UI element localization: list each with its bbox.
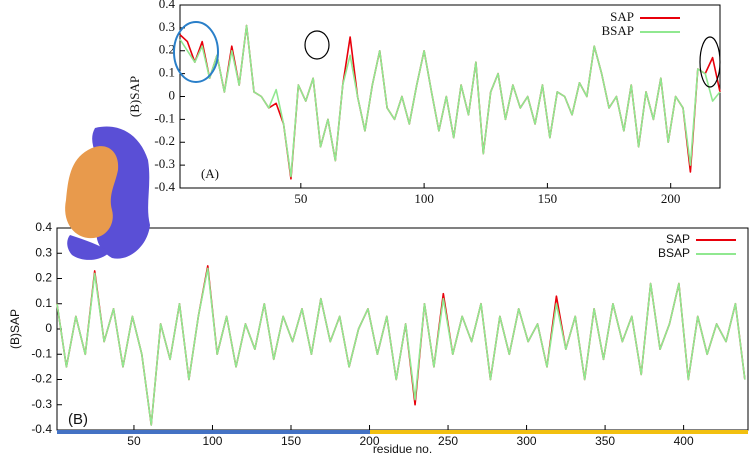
series-line xyxy=(56,267,746,426)
ylabel: (B)SAP xyxy=(8,309,22,349)
y-tick-label: -0.2 xyxy=(31,372,52,386)
y-tick-label: -0.3 xyxy=(154,156,175,171)
panel: -0.4 -0.3 -0.2 -0.1 0 0.1 0.2 0.3 0.4 50 100 150 200… xyxy=(127,0,721,206)
y-tick-label: 0 xyxy=(169,87,176,102)
panel-label: (A) xyxy=(201,166,219,181)
x-tick-label: 50 xyxy=(294,191,307,206)
y-tick-label: 0.4 xyxy=(35,220,52,234)
y-tick-label: -0.1 xyxy=(31,346,52,360)
series-line xyxy=(179,24,721,180)
x-tick-label: 100 xyxy=(414,191,434,206)
x-tick-label: 150 xyxy=(281,434,301,448)
y-tick-label: -0.4 xyxy=(31,422,52,436)
series-line xyxy=(179,24,721,178)
y-tick-label: 0.3 xyxy=(159,19,175,34)
legend-label: SAP xyxy=(610,9,634,24)
highlight-circle xyxy=(304,30,330,60)
x-tick-label: 300 xyxy=(517,434,537,448)
x-tick-label: 50 xyxy=(127,434,141,448)
chain-bar-heavy xyxy=(57,430,370,434)
y-tick-label: 0 xyxy=(45,321,52,335)
x-tick-label: 250 xyxy=(438,434,458,448)
y-tick-label: -0.3 xyxy=(31,397,52,411)
x-tick-label: 100 xyxy=(202,434,222,448)
ylabel: (B)SAP xyxy=(127,76,142,117)
x-tick-label: 400 xyxy=(674,434,694,448)
y-tick-label: -0.4 xyxy=(154,179,175,194)
y-tick-label: 0.1 xyxy=(159,65,175,80)
x-tick-label: 200 xyxy=(360,434,380,448)
xlabel: residue no. xyxy=(373,442,432,456)
legend-label: SAP xyxy=(666,232,690,246)
legend-label: BSAP xyxy=(601,23,634,38)
panel-label: (B) xyxy=(68,411,88,428)
highlight-circle xyxy=(173,21,219,83)
y-tick-label: 0.1 xyxy=(35,296,52,310)
highlight-circle xyxy=(699,36,721,88)
x-tick-label: 200 xyxy=(661,191,681,206)
legend-label: BSAP xyxy=(658,246,690,260)
x-tick-label: 150 xyxy=(538,191,558,206)
series-line xyxy=(56,265,746,426)
y-tick-label: -0.2 xyxy=(154,133,175,148)
y-tick-label: 0.2 xyxy=(159,42,175,57)
x-tick-label: 350 xyxy=(595,434,615,448)
chain-bar-light xyxy=(370,430,748,434)
y-tick-label: 0.2 xyxy=(35,271,52,285)
panel: -0.4 -0.3 -0.2 -0.1 0 0.1 0.2 0.3 0.4 50 100 150 200… xyxy=(8,220,749,456)
y-tick-label: 0.4 xyxy=(159,0,176,11)
y-tick-label: -0.1 xyxy=(154,110,175,125)
y-tick-label: 0.3 xyxy=(35,245,52,259)
